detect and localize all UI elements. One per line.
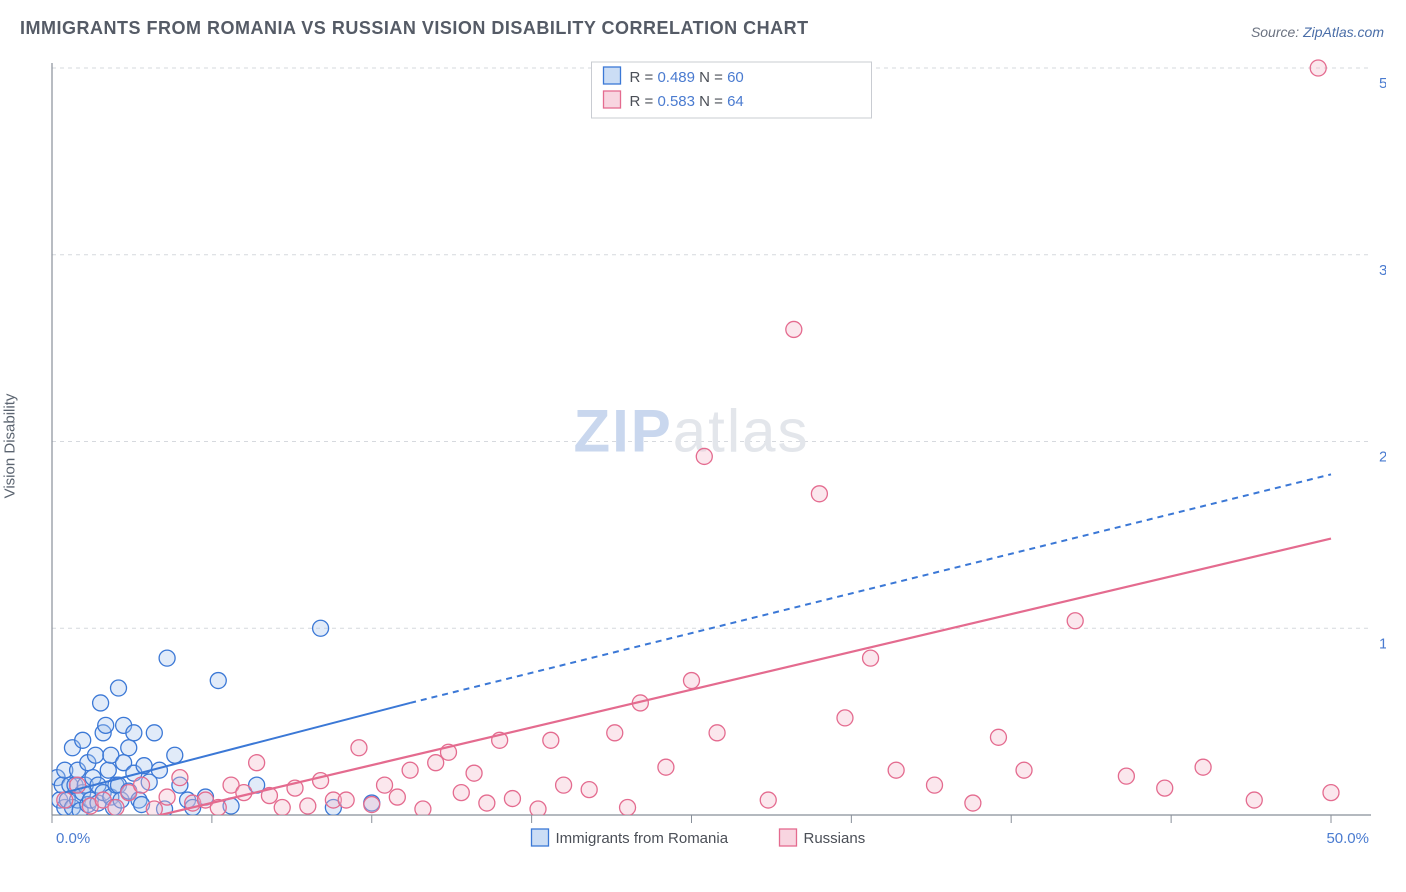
data-point [428, 755, 444, 771]
data-point [121, 740, 137, 756]
legend-swatch [604, 91, 621, 108]
data-point [543, 732, 559, 748]
data-point [811, 486, 827, 502]
data-point [1246, 792, 1262, 808]
data-point [709, 725, 725, 741]
data-point [146, 725, 162, 741]
data-point [684, 673, 700, 689]
svg-text:ZIPatlas: ZIPatlas [573, 398, 809, 465]
data-point [453, 785, 469, 801]
data-point [990, 729, 1006, 745]
data-point [466, 765, 482, 781]
data-point [100, 762, 116, 778]
scatter-chart-svg: ZIPatlas 0.0% 50.0% 25.0% 50.0% 12.5% 37.5% R =… [46, 50, 1386, 850]
data-point [313, 620, 329, 636]
data-point [134, 777, 150, 793]
data-point [172, 770, 188, 786]
data-point [479, 795, 495, 811]
series-immigrants-from-romania [49, 620, 380, 818]
bottom-legend-swatch [780, 829, 797, 846]
data-point [1157, 780, 1173, 796]
data-point [786, 321, 802, 337]
data-point [696, 448, 712, 464]
data-point [249, 755, 265, 771]
data-point [1016, 762, 1032, 778]
data-point [93, 695, 109, 711]
data-point [581, 782, 597, 798]
y-tick-label: 50.0% [1379, 75, 1386, 92]
data-point [1195, 759, 1211, 775]
data-point [888, 762, 904, 778]
data-point [75, 732, 91, 748]
data-point [556, 777, 572, 793]
data-point [274, 800, 290, 816]
data-point [159, 789, 175, 805]
data-point [620, 800, 636, 816]
data-point [159, 650, 175, 666]
source-prefix: Source: [1251, 24, 1303, 40]
data-point [415, 801, 431, 817]
data-point [965, 795, 981, 811]
data-point [1118, 768, 1134, 784]
data-point [530, 801, 546, 817]
y-tick-label: 25.0% [1379, 449, 1386, 466]
bottom-legend-label: Russians [804, 830, 866, 847]
data-point [837, 710, 853, 726]
legend-stats-row: R = 0.583 N = 64 [630, 93, 744, 110]
data-point [377, 777, 393, 793]
data-point [126, 725, 142, 741]
data-point [351, 740, 367, 756]
trendline [142, 539, 1331, 820]
y-tick-label: 12.5% [1379, 635, 1386, 652]
data-point [98, 717, 114, 733]
x-tick-label: 50.0% [1326, 830, 1369, 847]
data-point [1067, 613, 1083, 629]
data-point [1323, 785, 1339, 801]
data-point [607, 725, 623, 741]
data-point [338, 792, 354, 808]
chart-title: IMMIGRANTS FROM ROMANIA VS RUSSIAN VISIO… [20, 18, 809, 39]
data-point [108, 800, 124, 816]
bottom-legend-swatch [532, 829, 549, 846]
data-point [1310, 60, 1326, 76]
legend-stats-row: R = 0.489 N = 60 [630, 69, 744, 86]
data-point [210, 673, 226, 689]
y-axis-label: Vision Disability [2, 394, 19, 499]
data-point [236, 785, 252, 801]
data-point [402, 762, 418, 778]
data-point [167, 747, 183, 763]
data-point [111, 680, 127, 696]
data-point [389, 789, 405, 805]
data-point [658, 759, 674, 775]
data-point [863, 650, 879, 666]
data-point [760, 792, 776, 808]
data-point [504, 791, 520, 807]
source-attribution: Source: ZipAtlas.com [1251, 24, 1384, 40]
watermark: ZIPatlas [573, 398, 809, 465]
data-point [927, 777, 943, 793]
y-tick-label: 37.5% [1379, 262, 1386, 279]
data-point [300, 798, 316, 814]
data-point [364, 797, 380, 813]
legend-swatch [604, 67, 621, 84]
trendline [65, 474, 1331, 792]
data-point [57, 792, 73, 808]
bottom-legend-label: Immigrants from Romania [556, 830, 729, 847]
x-tick-label: 0.0% [56, 830, 90, 847]
data-point [87, 747, 103, 763]
source-link[interactable]: ZipAtlas.com [1303, 24, 1384, 40]
chart-plot-area: ZIPatlas 0.0% 50.0% 25.0% 50.0% 12.5% 37.5% R =… [46, 50, 1386, 850]
